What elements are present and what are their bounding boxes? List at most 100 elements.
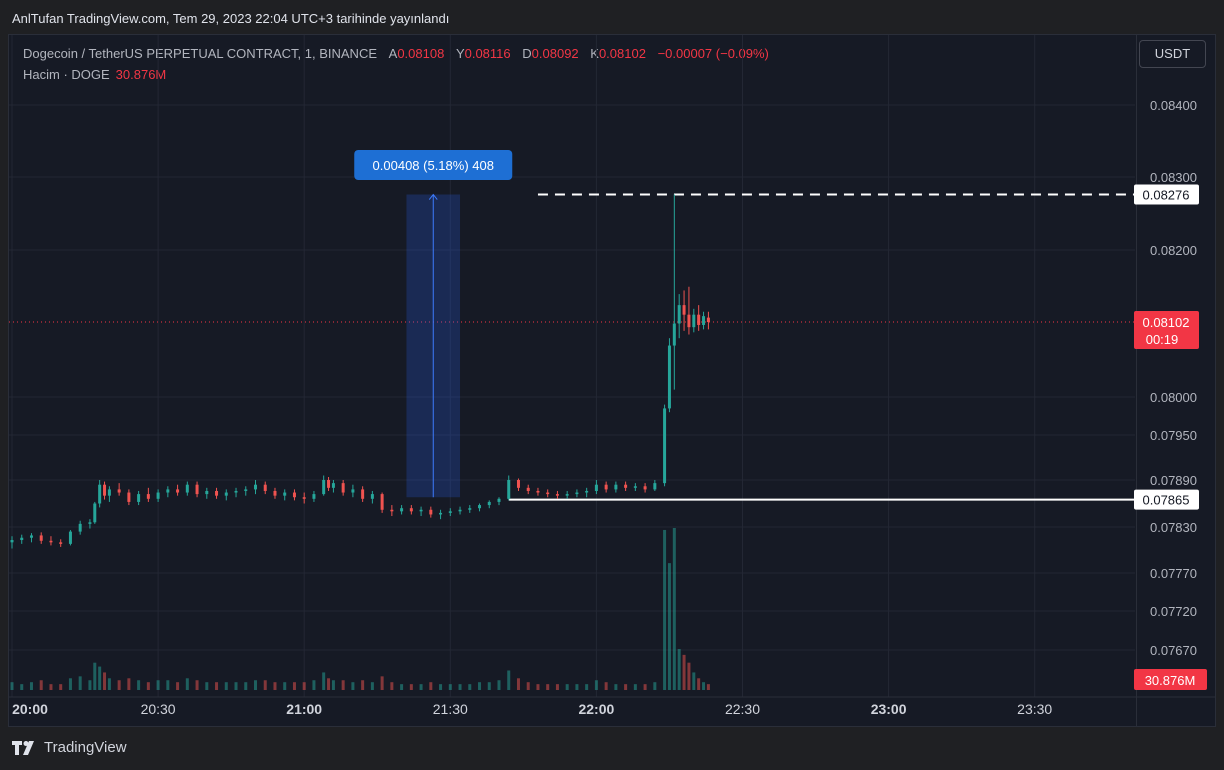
- volume-value-tag: [1134, 669, 1207, 690]
- countdown-label: 00:19: [1146, 332, 1179, 347]
- volume-bar: [448, 684, 452, 690]
- volume-bar: [292, 682, 296, 690]
- volume-bar: [687, 662, 691, 690]
- candle-body: [205, 490, 209, 495]
- candle-body: [706, 317, 710, 323]
- volume-bar: [176, 682, 180, 690]
- volume-bars: [10, 528, 710, 690]
- candle-body: [68, 531, 72, 544]
- volume-tag-label: 30.876M: [1145, 673, 1196, 688]
- volume-bar: [653, 682, 657, 690]
- volume-bar: [322, 672, 326, 690]
- candle-body: [546, 492, 550, 495]
- candle-body: [59, 542, 63, 544]
- high-label: Y: [455, 46, 465, 61]
- volume-bar: [643, 684, 647, 690]
- candle-body: [78, 523, 82, 532]
- candle-body: [380, 494, 384, 510]
- volume-bar: [273, 682, 277, 690]
- volume-bar: [244, 682, 248, 690]
- volume-bar: [672, 528, 676, 690]
- symbol-name[interactable]: Dogecoin / TetherUS PERPETUAL CONTRACT, …: [23, 46, 378, 61]
- candle-body: [585, 490, 589, 493]
- volume-bar: [49, 684, 53, 690]
- candle-body: [263, 484, 267, 491]
- volume-bar: [604, 682, 608, 690]
- change-value: −0.00007 (−0.09%): [657, 46, 769, 61]
- candle-body: [98, 484, 102, 504]
- candle-body: [667, 345, 671, 409]
- open-label: A: [388, 46, 398, 61]
- candle-body: [604, 484, 608, 490]
- candle-body: [448, 511, 452, 513]
- candle-body: [400, 508, 404, 512]
- high-value: 0.08116: [464, 46, 511, 61]
- volume-bar: [283, 682, 287, 690]
- volume-bar: [103, 672, 107, 690]
- volume-bar: [507, 670, 511, 690]
- candle-body: [185, 484, 189, 493]
- x-tick-label: 23:00: [871, 701, 907, 717]
- volume-bar: [341, 680, 345, 690]
- candle-body: [302, 497, 306, 499]
- volume-bar: [361, 680, 365, 690]
- volume-bar: [667, 563, 671, 690]
- candle-body: [146, 494, 150, 499]
- volume-bar: [215, 682, 219, 690]
- candle-body: [254, 484, 257, 490]
- candle-body: [176, 489, 180, 493]
- volume-bar: [439, 684, 443, 690]
- candle-body: [575, 492, 579, 495]
- current-price-tag: [1134, 311, 1199, 350]
- volume-bar: [224, 682, 228, 690]
- x-tick-label: 20:00: [12, 701, 48, 717]
- y-tick-label: 0.07890: [1150, 473, 1197, 488]
- volume-label[interactable]: Hacim · DOGE: [23, 67, 110, 82]
- y-tick-label: 0.08300: [1150, 170, 1197, 185]
- currency-button[interactable]: USDT: [1139, 40, 1206, 68]
- volume-bar: [10, 682, 14, 690]
- candle-body: [614, 484, 618, 490]
- volume-bar: [546, 684, 550, 690]
- candle-body: [351, 489, 355, 493]
- volume-bar: [127, 678, 131, 690]
- volume-bar: [380, 676, 384, 690]
- published-header: AnlTufan TradingView.com, Tem 29, 2023 2…: [12, 11, 450, 26]
- close-label: K: [590, 46, 599, 61]
- y-tick-label: 0.08000: [1150, 390, 1197, 405]
- candle-body: [322, 480, 326, 495]
- candle-body: [497, 498, 501, 502]
- measure-arrow-head: [428, 193, 438, 200]
- volume-bar: [575, 684, 579, 690]
- candle-body: [156, 492, 160, 499]
- volume-bar: [516, 678, 520, 690]
- volume-bar: [536, 684, 540, 690]
- candle-body: [215, 490, 219, 496]
- candle-body: [697, 314, 701, 325]
- volume-bar: [331, 680, 335, 690]
- volume-bar: [234, 682, 238, 690]
- volume-bar: [419, 684, 423, 690]
- candle-body: [88, 522, 92, 524]
- candle-body: [468, 508, 472, 510]
- grid: [9, 35, 1135, 697]
- candle-body: [283, 492, 287, 496]
- volume-bar: [706, 684, 710, 690]
- x-tick-label: 21:00: [286, 701, 322, 717]
- volume-bar: [107, 678, 111, 690]
- measure-label-box: [354, 150, 513, 180]
- volume-bar: [68, 678, 72, 690]
- candle-body: [107, 489, 111, 496]
- current-price-label: 0.08102: [1143, 315, 1190, 330]
- candle-body: [361, 489, 365, 499]
- volume-bar: [156, 680, 160, 690]
- footer-brand[interactable]: TradingView: [12, 739, 127, 756]
- price-scale-separator: [1136, 35, 1137, 726]
- candle-body: [20, 537, 24, 541]
- volume-bar: [146, 682, 150, 690]
- volume-bar: [624, 684, 628, 690]
- y-tick-label: 0.07670: [1150, 643, 1197, 658]
- candle-body: [224, 492, 228, 496]
- symbol-legend: Dogecoin / TetherUS PERPETUAL CONTRACT, …: [23, 46, 769, 61]
